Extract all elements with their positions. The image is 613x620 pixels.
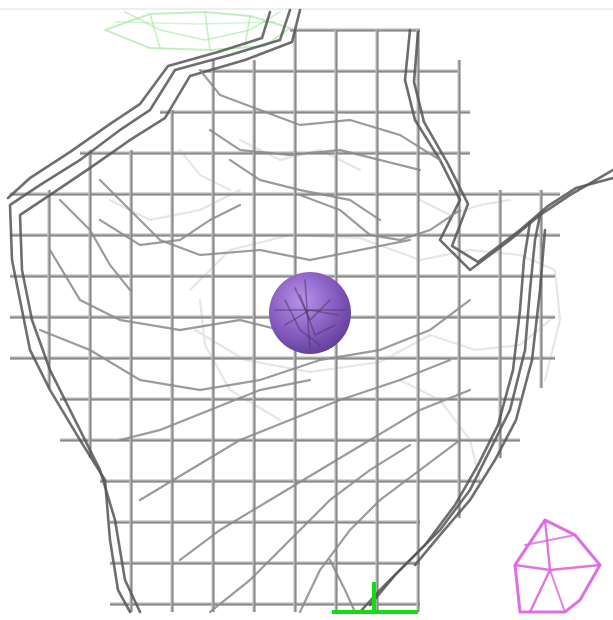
mesh-segment [198,68,442,162]
mesh-segment [244,15,251,47]
mesh-segment [6,10,272,200]
mesh-segment [428,318,552,352]
mesh-segment [208,128,422,172]
mesh-segment [398,378,482,482]
mesh-segment [104,11,291,51]
mesh-segment [418,248,562,382]
mesh-segment [368,220,532,607]
mesh-segment [118,378,312,442]
mesh-segment [299,294,336,336]
mesh-segment [98,178,412,262]
mesh-segment [549,569,566,613]
green-density-mesh [104,11,291,51]
mesh-segment [328,558,357,614]
mesh-segment [228,158,382,222]
mesh-segment [138,358,452,502]
pink-density-mesh [513,518,602,614]
mesh-segment [513,563,602,572]
atom-overlay-lines [274,279,346,351]
mesh-segment [124,11,281,41]
mesh-segment [528,518,552,614]
axis-marker [332,582,418,614]
mesh-segment [208,443,412,614]
mesh-segment [304,279,311,351]
mesh-segment [204,11,211,51]
mesh-segment [98,203,242,247]
mesh-segment [193,328,432,374]
mesh-segment [412,30,613,264]
mesh-segment [18,8,302,614]
mesh-segment [298,193,462,242]
mesh-segment [149,13,161,49]
mesh-segment [114,21,276,25]
mesh-segment [413,228,547,567]
mesh-segment [38,298,472,392]
mesh-segment [298,438,462,614]
mesh-segment [513,518,602,614]
atom-sphere[interactable] [269,272,351,354]
density-mesh-contours [6,8,613,614]
mesh-segment [524,534,576,546]
mesh-segment [58,198,132,292]
density-mesh-grid [10,28,560,612]
mesh-segment [48,248,282,332]
mesh-segment [178,388,472,562]
mesh-segment [178,148,232,192]
mesh-segment [403,28,613,272]
